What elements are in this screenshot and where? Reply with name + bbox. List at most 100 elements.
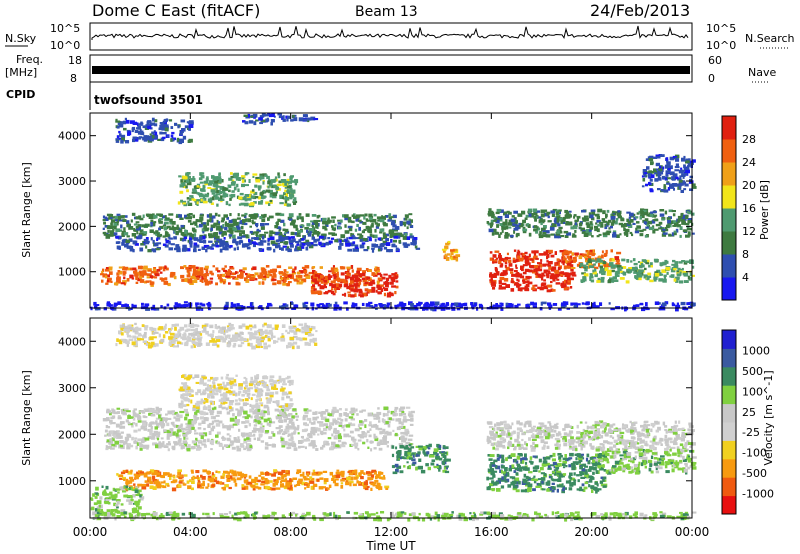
heatmap-cell [510,303,514,308]
heatmap-cell [141,224,146,228]
heatmap-cell [261,235,265,240]
heatmap-cell [358,423,364,426]
heatmap-cell [647,156,653,159]
heatmap-cell [635,304,640,307]
heatmap-cell [107,277,112,281]
heatmap-cell [265,201,270,205]
heatmap-cell [293,278,298,281]
heatmap-cell [389,235,392,239]
heatmap-cell [639,233,644,237]
heatmap-cell [381,276,386,280]
heatmap-cell [328,422,332,426]
heatmap-cell [551,268,555,272]
heatmap-cell [377,427,383,431]
heatmap-cell [242,120,246,123]
heatmap-cell [126,223,131,227]
heatmap-cell [540,283,545,287]
heatmap-cell [229,417,235,422]
heatmap-cell [355,408,358,412]
heatmap-cell [616,218,619,221]
heatmap-cell [171,139,175,142]
heatmap-cell [374,268,378,272]
heatmap-cell [139,471,144,474]
heatmap-cell [239,232,243,237]
heatmap-cell [209,277,214,280]
heatmap-cell [313,238,317,243]
heatmap-cell [375,307,378,310]
heatmap-cell [408,450,412,454]
heatmap-cell [334,430,340,435]
heatmap-cell [617,210,621,213]
heatmap-cell [563,279,567,284]
heatmap-cell [329,471,334,476]
heatmap-cell [177,137,180,142]
heatmap-cell [203,180,209,184]
heatmap-cell [524,251,528,255]
heatmap-cell [124,243,129,248]
heatmap-cell [377,291,382,295]
heatmap-cell [354,244,359,249]
heatmap-cell [150,219,154,223]
heatmap-cell [332,233,337,236]
heatmap-cell [231,470,237,475]
heatmap-cell [229,197,232,201]
heatmap-cell [597,224,601,227]
heatmap-cell [441,248,447,251]
heatmap-cell [222,446,225,450]
heatmap-cell [306,417,312,421]
heatmap-cell [133,440,136,444]
heatmap-cell [347,240,350,245]
heatmap-cell [613,279,619,282]
heatmap-cell [259,176,265,180]
heatmap-cell [296,480,302,484]
heatmap-cell [520,287,525,290]
heatmap-cell [284,478,288,482]
heatmap-cell [591,304,596,308]
heatmap-cell [241,175,246,179]
heatmap-cell [403,221,408,224]
heatmap-cell [298,117,304,122]
heatmap-cell [354,237,359,240]
heatmap-cell [634,230,640,234]
heatmap-cell [346,266,352,269]
heatmap-cell [203,267,207,271]
heatmap-cell [274,225,278,229]
heatmap-cell [298,213,302,216]
heatmap-cell [310,116,316,121]
heatmap-cell [138,123,143,126]
heatmap-cell [551,266,557,270]
heatmap-cell [390,239,393,243]
heatmap-cell [304,483,308,486]
heatmap-cell [643,212,649,216]
heatmap-cell [188,127,191,131]
heatmap-cell [258,248,263,251]
heatmap-cell [398,425,404,429]
heatmap-cell [331,225,334,228]
heatmap-cell [353,279,357,283]
heatmap-cell [286,178,290,182]
heatmap-cell [530,301,534,306]
heatmap-cell [226,437,230,441]
heatmap-cell [229,435,232,438]
heatmap-cell [271,195,277,199]
heatmap-cell [109,214,114,218]
heatmap-cell [658,278,664,282]
heatmap-cell [261,218,266,223]
heatmap-cell [668,233,672,237]
heatmap-cell [178,175,182,178]
heatmap-cell [138,270,143,273]
heatmap-cell [553,208,558,212]
heatmap-cell [534,218,537,222]
heatmap-cell [550,280,553,284]
heatmap-cell [274,176,278,179]
heatmap-cell [373,213,377,217]
heatmap-cell [236,217,241,220]
heatmap-cell [595,222,598,225]
heatmap-cell [650,211,654,216]
heatmap-cell [687,211,692,215]
heatmap-cell [314,291,320,294]
heatmap-cell [133,223,138,226]
heatmap-cell [292,200,298,204]
heatmap-cell [259,240,263,244]
